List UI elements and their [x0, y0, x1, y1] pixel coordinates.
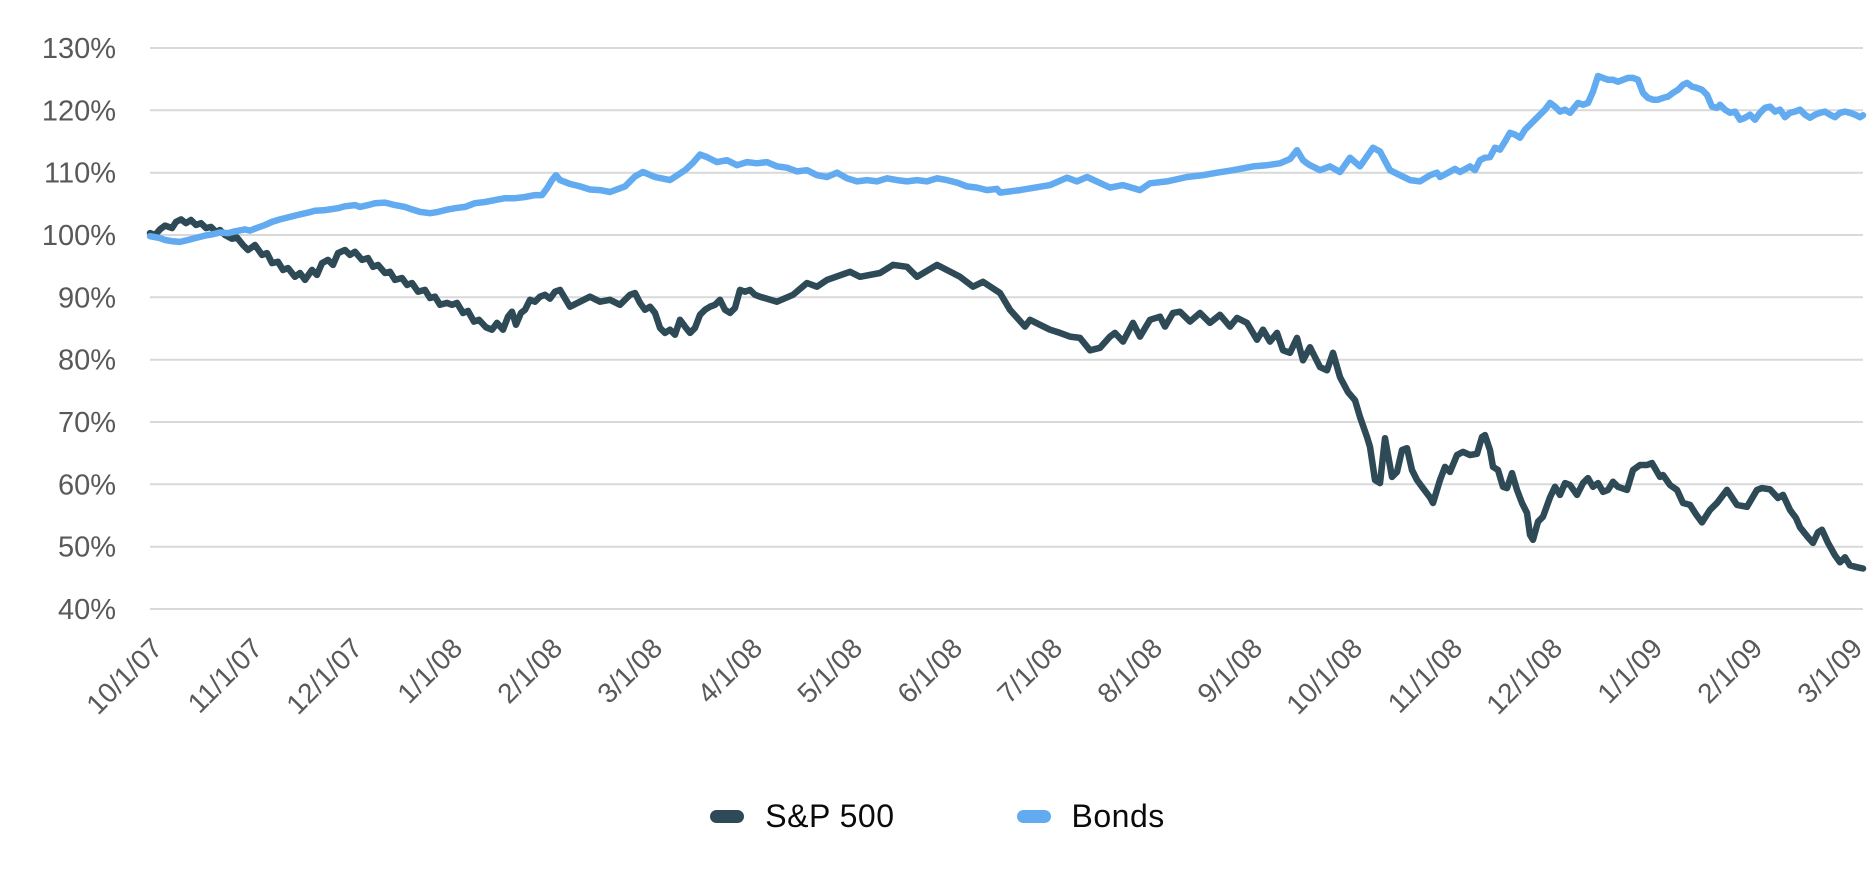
bonds-line-marker-icon [1016, 810, 1051, 823]
y-tick-label-80: 80% [58, 345, 116, 377]
legend-item-bonds[interactable]: Bonds [1016, 798, 1165, 835]
y-tick-label-70: 70% [58, 407, 116, 439]
chart-legend: S&P 500 Bonds [0, 798, 1875, 835]
x-tick-label-2: 12/1/07 [280, 632, 368, 720]
x-tick-label-6: 4/1/08 [691, 632, 768, 709]
x-tick-label-4: 2/1/08 [491, 632, 568, 709]
x-tick-label-15: 1/1/09 [1591, 632, 1668, 709]
y-tick-label-130: 130% [42, 33, 116, 65]
legend-item-sp500[interactable]: S&P 500 [710, 798, 894, 835]
x-tick-label-11: 9/1/08 [1191, 632, 1268, 709]
y-tick-label-120: 120% [42, 95, 116, 127]
x-tick-label-17: 3/1/09 [1791, 632, 1868, 709]
y-tick-label-110: 110% [44, 158, 116, 190]
sp500-legend-label: S&P 500 [765, 798, 895, 834]
x-tick-label-8: 6/1/08 [891, 632, 968, 709]
x-tick-label-3: 1/1/08 [391, 632, 468, 709]
x-tick-label-7: 5/1/08 [791, 632, 868, 709]
y-tick-label-60: 60% [58, 469, 116, 501]
y-tick-label-100: 100% [42, 220, 116, 252]
y-tick-label-50: 50% [58, 532, 116, 564]
bonds-legend-label: Bonds [1071, 798, 1165, 834]
series-line-bonds [146, 72, 1867, 246]
x-tick-label-1: 11/1/07 [182, 632, 269, 719]
x-tick-label-5: 3/1/08 [591, 632, 668, 709]
sp500-line-marker-icon [710, 810, 745, 823]
series-line-s-p-500 [146, 216, 1867, 572]
x-tick-label-13: 11/1/08 [1382, 632, 1469, 719]
x-tick-label-0: 10/1/07 [80, 632, 168, 720]
y-tick-label-40: 40% [58, 594, 116, 626]
line-chart-svg: 40% 50% 60% 70% 80% 90% 100% 110% 120% 130% 10/1/0… [42, 33, 1868, 720]
x-tick-label-12: 10/1/08 [1280, 632, 1368, 720]
y-tick-label-90: 90% [58, 282, 116, 314]
x-tick-label-10: 8/1/08 [1091, 632, 1168, 709]
x-tick-label-16: 2/1/09 [1691, 632, 1768, 709]
x-tick-label-14: 12/1/08 [1480, 632, 1568, 720]
x-tick-label-9: 7/1/08 [991, 632, 1068, 709]
